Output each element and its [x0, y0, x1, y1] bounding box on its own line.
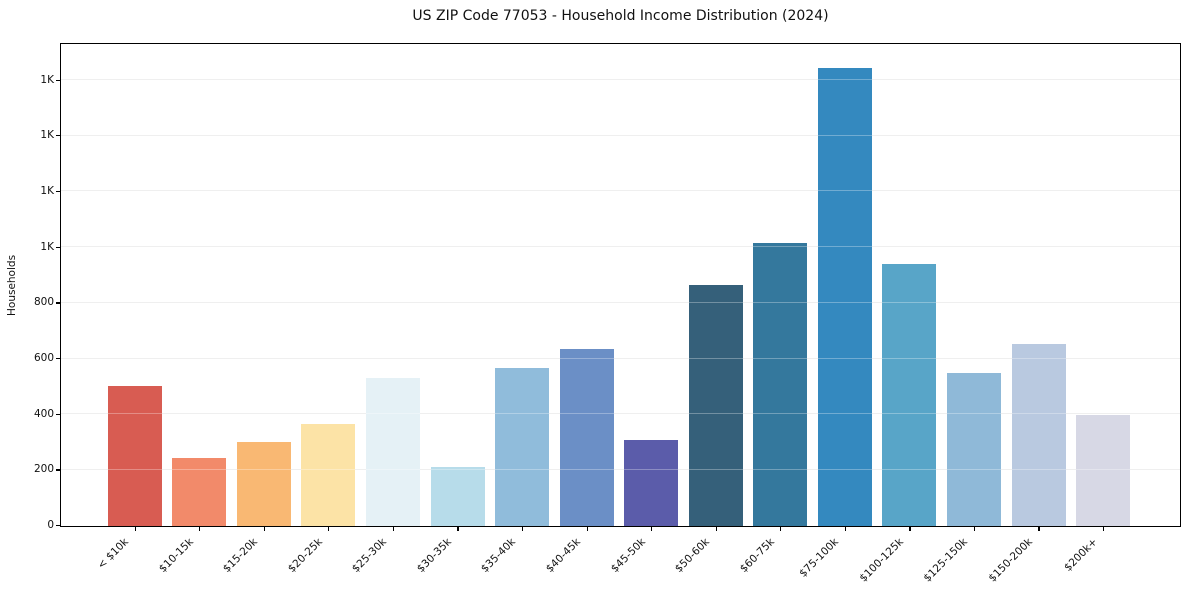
bar-$150-200k	[1011, 344, 1066, 526]
y-tick-mark	[56, 469, 60, 471]
x-tick-mark	[844, 527, 846, 531]
x-tick-mark	[521, 527, 524, 531]
x-tick-mark	[651, 527, 653, 531]
x-tick-mark	[586, 527, 588, 531]
x-tick-mark	[199, 527, 201, 531]
bar-$35-40k	[495, 367, 550, 526]
y-tick-label: 200	[33, 463, 54, 476]
x-tick-mark	[715, 527, 717, 531]
bar-$50-60k	[688, 285, 743, 526]
bar-$60-75k	[753, 242, 808, 526]
gridline-overlay	[61, 357, 1180, 359]
bar-$30-35k	[430, 466, 485, 526]
y-tick-label: 800	[33, 296, 54, 309]
gridline-overlay	[61, 134, 1180, 136]
y-tick-mark	[56, 358, 60, 360]
bar-$10-15k	[172, 457, 227, 526]
x-tick-mark	[1038, 527, 1040, 531]
plot-area	[60, 43, 1181, 527]
y-tick-label: 1K	[40, 184, 54, 197]
chart-title: US ZIP Code 77053 - Household Income Dis…	[412, 8, 829, 24]
x-tick-mark	[1103, 527, 1105, 531]
gridline	[61, 469, 1180, 471]
y-tick-mark	[56, 302, 60, 304]
y-axis-label: Households	[6, 254, 18, 316]
y-tick-mark	[56, 135, 60, 137]
x-tick-mark	[973, 527, 976, 531]
gridline	[61, 246, 1180, 248]
y-tick-mark	[56, 79, 60, 81]
bar-$15-20k	[236, 441, 291, 526]
bar-$200k+	[1076, 415, 1131, 526]
bar-$100-125k	[882, 263, 937, 526]
x-tick-mark	[457, 527, 459, 531]
x-tick-mark	[328, 527, 330, 531]
y-tick-label: 0	[47, 519, 54, 532]
gridline-overlay	[61, 469, 1180, 471]
gridline	[61, 301, 1180, 303]
gridline-overlay	[61, 246, 1180, 248]
gridline-overlay	[61, 413, 1180, 415]
x-tick-mark	[909, 527, 911, 531]
bar-$45-50k	[624, 439, 679, 526]
x-tick-mark	[392, 527, 395, 531]
gridline	[61, 413, 1180, 415]
bar-$125-150k	[946, 372, 1001, 526]
y-tick-mark	[56, 190, 60, 193]
gridline	[61, 190, 1180, 192]
gridline-overlay	[61, 78, 1180, 80]
y-tick-mark	[56, 246, 60, 248]
y-tick-label: 400	[33, 407, 54, 420]
gridline-overlay	[61, 301, 1180, 303]
x-tick-mark	[780, 527, 782, 531]
y-tick-label: 1K	[40, 73, 54, 86]
y-tick-mark	[56, 413, 60, 415]
bar-$75-100k	[817, 68, 872, 526]
bar-< $10k	[107, 386, 162, 526]
gridline	[61, 78, 1180, 80]
y-tick-label: 1K	[40, 129, 54, 142]
y-tick-label: 600	[33, 352, 54, 365]
gridline-overlay	[61, 190, 1180, 192]
bar-$25-30k	[365, 378, 420, 526]
x-tick-mark	[263, 527, 265, 531]
gridline	[61, 357, 1180, 359]
bar-$20-25k	[301, 424, 356, 526]
y-tick-mark	[56, 525, 60, 527]
bar-$40-45k	[559, 348, 614, 526]
x-tick-mark	[134, 527, 136, 531]
x-tick-label: < $10k	[95, 535, 131, 572]
y-tick-label: 1K	[40, 240, 54, 253]
gridline	[61, 134, 1180, 136]
